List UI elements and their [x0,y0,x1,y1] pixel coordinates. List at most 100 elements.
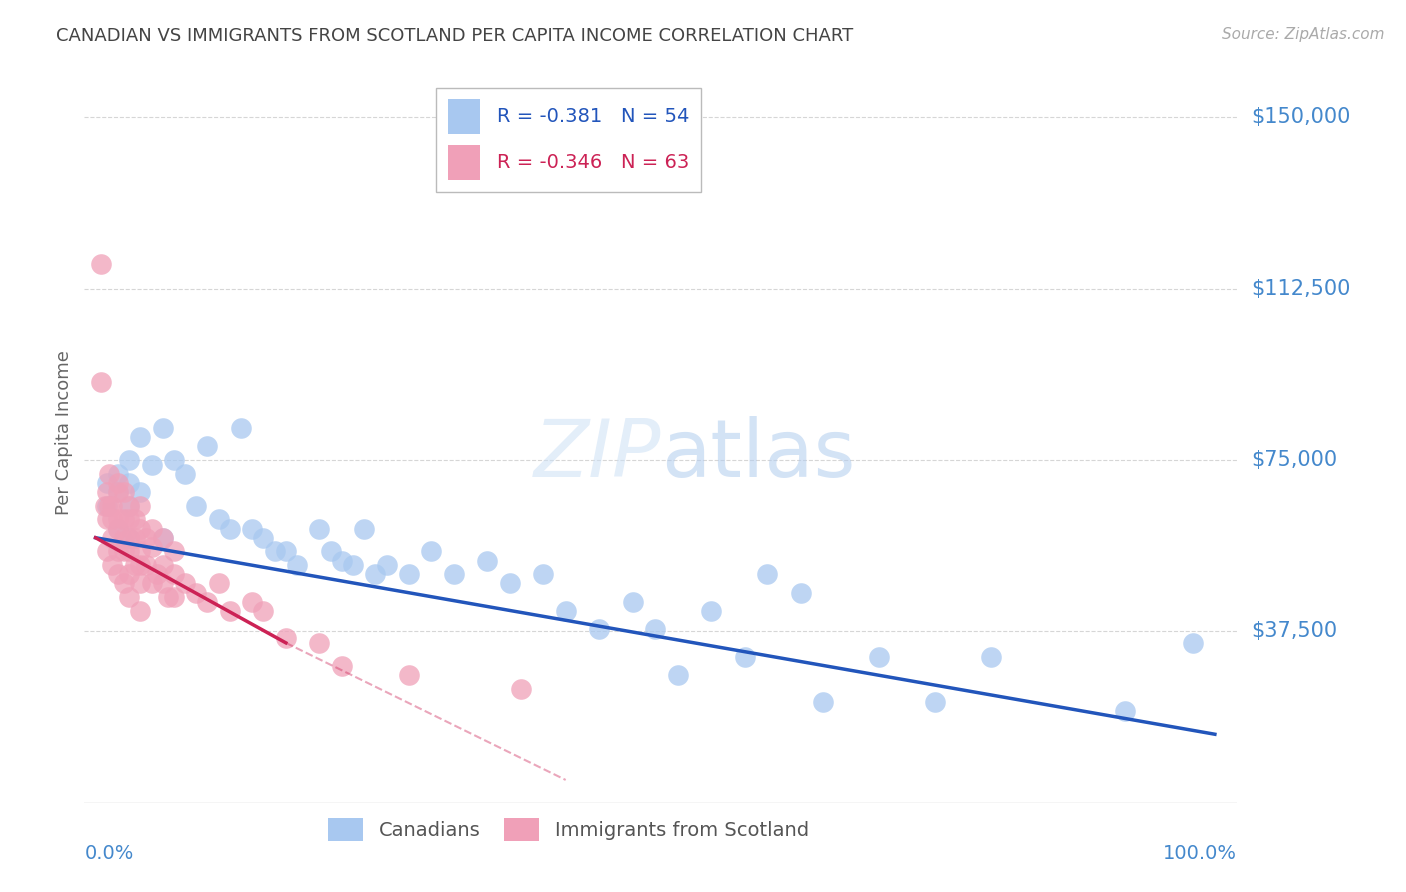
Point [208,512,231,526]
Point [252,604,274,618]
Point [308,522,330,536]
Point [163,590,186,604]
FancyBboxPatch shape [436,88,702,192]
Point [129,604,152,618]
Point [811,695,834,709]
Point [364,567,387,582]
Point [96,485,118,500]
Point [141,458,163,472]
Point [118,531,141,545]
Text: R = -0.381   N = 54: R = -0.381 N = 54 [498,107,689,126]
Point [152,531,174,545]
Point [398,567,420,582]
Text: atlas: atlas [661,416,855,494]
Point [980,649,1002,664]
Point [112,512,135,526]
Point [107,522,129,536]
Point [868,649,890,664]
Point [129,544,152,558]
Point [118,567,141,582]
Point [107,485,129,500]
Point [96,475,118,490]
Point [477,553,499,567]
Point [218,604,240,618]
Point [330,658,353,673]
Point [107,544,129,558]
Point [308,636,330,650]
Point [98,467,121,481]
Point [107,522,129,536]
Point [285,558,308,573]
Point [101,499,124,513]
Point [163,544,186,558]
Point [93,499,115,513]
Point [90,256,112,270]
Point [146,567,169,582]
Point [107,467,129,481]
Point [118,531,141,545]
Point [700,604,723,618]
Point [129,485,152,500]
Point [174,576,197,591]
Text: $150,000: $150,000 [1251,107,1351,128]
Point [112,576,135,591]
Text: CANADIAN VS IMMIGRANTS FROM SCOTLAND PER CAPITA INCOME CORRELATION CHART: CANADIAN VS IMMIGRANTS FROM SCOTLAND PER… [56,27,853,45]
Point [208,576,231,591]
Text: $75,000: $75,000 [1251,450,1337,470]
Point [163,453,186,467]
FancyBboxPatch shape [447,99,479,135]
Point [734,649,756,664]
Text: $112,500: $112,500 [1251,278,1351,299]
FancyBboxPatch shape [447,145,479,180]
Point [129,430,152,444]
Point [186,499,208,513]
Point [588,622,610,636]
Point [554,604,576,618]
Point [90,376,112,390]
Point [141,540,163,554]
Point [197,439,219,453]
Point [157,590,180,604]
Text: 100.0%: 100.0% [1163,844,1237,863]
Point [252,531,274,545]
Point [118,499,141,513]
Point [531,567,554,582]
Point [152,576,174,591]
Point [118,499,141,513]
Point [96,544,118,558]
Text: Source: ZipAtlas.com: Source: ZipAtlas.com [1222,27,1385,42]
Point [101,531,124,545]
Point [420,544,443,558]
Text: R = -0.346   N = 63: R = -0.346 N = 63 [498,153,689,172]
Point [443,567,465,582]
Point [118,590,141,604]
Point [118,475,141,490]
Point [342,558,364,573]
Point [240,595,263,609]
Point [107,485,129,500]
Legend: Canadians, Immigrants from Scotland: Canadians, Immigrants from Scotland [321,811,817,848]
Y-axis label: Per Capita Income: Per Capita Income [55,351,73,515]
Point [330,553,353,567]
Point [398,668,420,682]
Point [1114,705,1136,719]
Point [274,544,297,558]
Point [118,453,141,467]
Point [101,512,124,526]
Point [375,558,398,573]
Point [124,558,146,573]
Point [129,558,152,573]
Point [135,558,157,573]
Point [98,499,121,513]
Point [229,421,252,435]
Text: 0.0%: 0.0% [84,844,134,863]
Point [152,558,174,573]
Point [621,595,644,609]
Point [174,467,197,481]
Point [135,531,157,545]
Point [124,531,146,545]
Point [666,668,689,682]
Point [924,695,946,709]
Point [197,595,219,609]
Point [101,558,124,573]
